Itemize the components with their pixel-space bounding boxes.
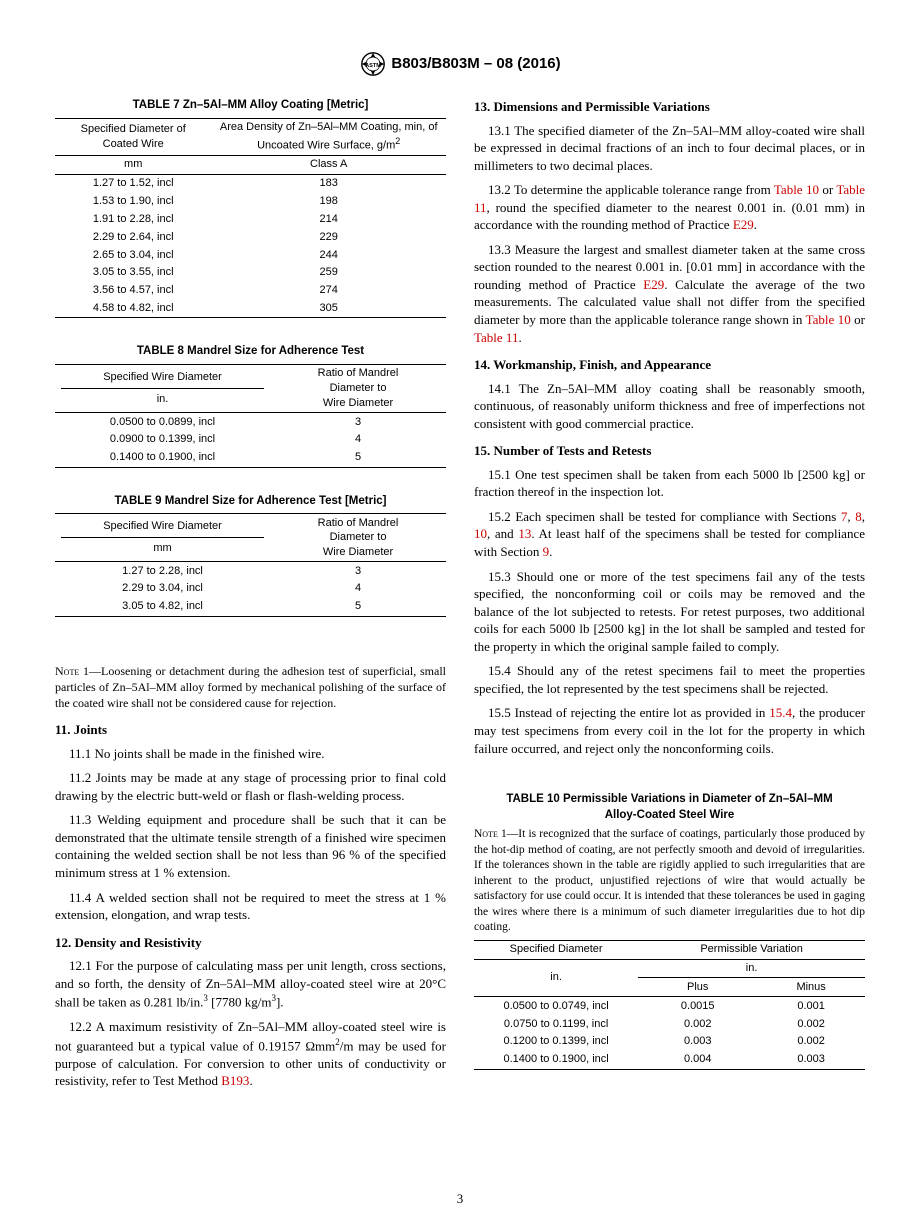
svg-text:ASTM: ASTM <box>365 63 381 69</box>
table9: Specified Wire Diameter mm Ratio of Mand… <box>55 513 446 617</box>
para-11-2: 11.2 Joints may be made at any stage of … <box>55 769 446 804</box>
table9-title: TABLE 9 Mandrel Size for Adherence Test … <box>55 494 446 510</box>
table8-title: TABLE 8 Mandrel Size for Adherence Test <box>55 344 446 360</box>
para-14-1: 14.1 The Zn–5Al–MM alloy coating shall b… <box>474 380 865 433</box>
link-table10-b[interactable]: Table 10 <box>806 312 851 327</box>
para-15-3: 15.3 Should one or more of the test spec… <box>474 568 865 656</box>
astm-logo-icon: ASTM <box>359 50 387 78</box>
table7: Specified Diameter ofCoated Wire Area De… <box>55 118 446 319</box>
section-12: 12. Density and Resistivity <box>55 934 446 952</box>
page-number: 3 <box>0 1190 920 1208</box>
para-15-2: 15.2 Each specimen shall be tested for c… <box>474 508 865 561</box>
para-15-4: 15.4 Should any of the retest specimens … <box>474 662 865 697</box>
link-sec10[interactable]: 10 <box>474 526 487 541</box>
para-13-3: 13.3 Measure the largest and smallest di… <box>474 241 865 346</box>
para-13-1: 13.1 The specified diameter of the Zn–5A… <box>474 122 865 175</box>
table8: Specified Wire Diameter in. Ratio of Man… <box>55 364 446 468</box>
left-column: TABLE 7 Zn–5Al–MM Alloy Coating [Metric]… <box>55 98 446 1097</box>
link-sec13[interactable]: 13 <box>518 526 531 541</box>
link-e29[interactable]: E29 <box>733 217 754 232</box>
para-15-5: 15.5 Instead of rejecting the entire lot… <box>474 704 865 757</box>
link-table11-b[interactable]: Table 11 <box>474 330 518 345</box>
designation: B803/B803M – 08 (2016) <box>391 55 560 72</box>
table10: Specified Diameter Permissible Variation… <box>474 940 865 1070</box>
para-11-3: 11.3 Welding equipment and procedure sha… <box>55 811 446 881</box>
para-12-2: 12.2 A maximum resistivity of Zn–5Al–MM … <box>55 1018 446 1090</box>
link-b193[interactable]: B193 <box>221 1073 249 1088</box>
section-13: 13. Dimensions and Permissible Variation… <box>474 98 865 116</box>
para-12-1: 12.1 For the purpose of calculating mass… <box>55 957 446 1011</box>
para-11-1: 11.1 No joints shall be made in the fini… <box>55 745 446 763</box>
para-11-4: 11.4 A welded section shall not be requi… <box>55 889 446 924</box>
right-column: 13. Dimensions and Permissible Variation… <box>474 98 865 1097</box>
table10-note: Note 1—It is recognized that the surface… <box>474 827 865 936</box>
link-15-4[interactable]: 15.4 <box>769 705 792 720</box>
page-header: ASTM B803/B803M – 08 (2016) <box>55 50 865 78</box>
para-15-1: 15.1 One test specimen shall be taken fr… <box>474 466 865 501</box>
section-11: 11. Joints <box>55 721 446 739</box>
section-15: 15. Number of Tests and Retests <box>474 442 865 460</box>
section-14: 14. Workmanship, Finish, and Appearance <box>474 356 865 374</box>
para-13-2: 13.2 To determine the applicable toleran… <box>474 181 865 234</box>
table7-title: TABLE 7 Zn–5Al–MM Alloy Coating [Metric] <box>55 98 446 114</box>
link-table10[interactable]: Table 10 <box>774 182 819 197</box>
link-e29-b[interactable]: E29 <box>643 277 664 292</box>
table10-title: TABLE 10 Permissible Variations in Diame… <box>474 792 865 823</box>
note-1: Note 1—Loosening or detachment during th… <box>55 663 446 712</box>
